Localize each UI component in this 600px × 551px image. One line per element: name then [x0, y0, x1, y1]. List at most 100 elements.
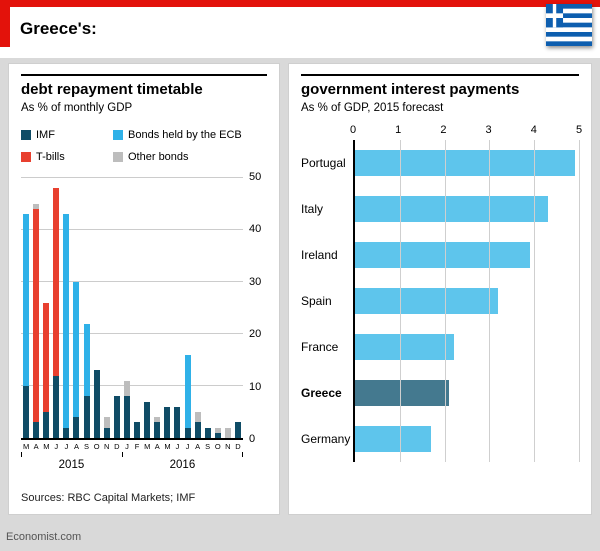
month-tick-label: J	[64, 442, 69, 451]
country-label: France	[301, 340, 339, 354]
legend-label: IMF	[36, 129, 55, 141]
country-bar	[355, 380, 450, 406]
bar-segment	[194, 422, 201, 438]
legend-label: T-bills	[36, 151, 65, 163]
left-bars	[21, 178, 243, 438]
left-chart-panel: debt repayment timetable As % of monthly…	[8, 63, 280, 515]
legend-label: Bonds held by the ECB	[128, 129, 242, 141]
stacked-bar	[23, 178, 29, 438]
stacked-bar	[154, 178, 161, 438]
bar-row	[355, 186, 579, 232]
bar-segment	[234, 422, 241, 438]
right-chart-title: government interest payments	[301, 81, 520, 98]
country-label: Portugal	[301, 156, 346, 170]
sources-note: Sources: RBC Capital Markets; IMF	[21, 492, 196, 504]
country-label: Spain	[301, 294, 332, 308]
bar-segment	[83, 323, 90, 397]
legend-swatch-icon	[113, 152, 123, 162]
country-bar	[355, 150, 575, 176]
stacked-bar	[103, 178, 110, 438]
month-tick-label: M	[144, 442, 151, 451]
month-tick-label: S	[84, 442, 90, 451]
right-chart: 0 1 2 3 4 5 Portugal Italy Ireland Spain France Gr…	[301, 124, 582, 462]
month-tick-label: A	[73, 442, 79, 451]
bar-segment	[123, 396, 130, 438]
bar-segment	[214, 427, 221, 433]
legend-swatch-icon	[113, 130, 123, 140]
month-tick-label: M	[23, 442, 30, 451]
country-bar	[355, 288, 499, 314]
bar-segment	[63, 427, 70, 438]
right-chart-body: Portugal Italy Ireland Spain France Greece Ger…	[301, 140, 580, 462]
bar-segment	[154, 417, 161, 423]
country-label: Greece	[301, 386, 342, 400]
stacked-bar	[83, 178, 90, 438]
stacked-bar	[43, 178, 50, 438]
bar-row	[355, 324, 579, 370]
left-plot	[21, 177, 243, 440]
panels: debt repayment timetable As % of monthly…	[8, 63, 592, 515]
red-tab	[0, 0, 10, 47]
left-chart-title: debt repayment timetable	[21, 81, 203, 98]
month-tick-label: S	[205, 442, 211, 451]
bar-segment	[53, 188, 60, 376]
stacked-bar	[204, 178, 211, 438]
stacked-bar	[164, 178, 171, 438]
month-tick-label: O	[214, 442, 221, 451]
year-tick	[121, 452, 123, 457]
legend-item: Other bonds	[113, 148, 267, 166]
bar-segment	[103, 427, 110, 438]
gridline	[21, 281, 243, 282]
stacked-bar	[33, 178, 40, 438]
stacked-bar	[174, 178, 181, 438]
bar-segment	[194, 412, 201, 423]
stacked-bar	[194, 178, 201, 438]
stacked-bar	[53, 178, 60, 438]
red-top-strip	[0, 0, 600, 7]
x-tick-label: 1	[395, 124, 402, 136]
bar-segment	[33, 209, 40, 423]
bar-segment	[184, 427, 191, 438]
right-x-axis: 0 1 2 3 4 5	[350, 124, 582, 140]
right-category-labels: Portugal Italy Ireland Spain France Greece Ger…	[301, 140, 353, 462]
bar-segment	[144, 401, 151, 438]
bar-segment	[154, 422, 161, 438]
y-tick-label: 0	[249, 433, 256, 445]
gridline	[21, 177, 243, 178]
stacked-bar	[113, 178, 120, 438]
month-tick-label: F	[134, 442, 140, 451]
year-label: 2015	[58, 459, 85, 471]
bar-segment	[123, 380, 130, 397]
gridline	[579, 140, 580, 462]
bar-row	[355, 278, 579, 324]
bar-segment	[103, 417, 110, 428]
y-tick-label: 20	[249, 328, 262, 341]
x-tick-label: 4	[530, 124, 537, 136]
economist-brand: Economist.com	[6, 531, 82, 543]
country-bar	[355, 426, 432, 452]
month-tick-label: A	[195, 442, 201, 451]
bar-segment	[63, 214, 70, 428]
bar-row	[355, 416, 579, 462]
stacked-bar	[224, 178, 231, 438]
right-plot	[353, 140, 580, 462]
bar-segment	[73, 417, 80, 438]
bar-row	[355, 370, 579, 416]
bar-segment	[174, 406, 181, 438]
right-bars	[355, 140, 579, 462]
bar-segment	[204, 427, 211, 438]
gridline	[21, 229, 243, 230]
legend-item: T-bills	[21, 148, 113, 166]
year-tick	[21, 452, 22, 457]
legend-swatch-icon	[21, 152, 31, 162]
month-tick-label: M	[164, 442, 171, 451]
bar-segment	[214, 432, 221, 438]
bar-segment	[33, 204, 40, 210]
legend-item: IMF	[21, 126, 113, 144]
bar-segment	[23, 214, 29, 386]
gridline	[534, 140, 536, 462]
month-tick-label: J	[175, 442, 180, 451]
right-chart-subtitle: As % of GDP, 2015 forecast	[301, 102, 444, 114]
greek-flag-icon	[546, 4, 592, 46]
